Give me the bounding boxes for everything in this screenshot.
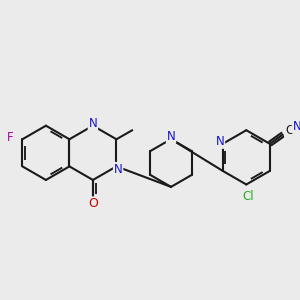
Text: N: N [216, 135, 224, 148]
Text: N: N [114, 163, 122, 176]
Text: O: O [88, 197, 98, 210]
Text: F: F [7, 131, 13, 144]
Text: N: N [292, 120, 300, 133]
Text: N: N [167, 130, 176, 143]
Text: Cl: Cl [243, 190, 254, 203]
Text: N: N [88, 117, 97, 130]
Text: C: C [285, 124, 293, 137]
